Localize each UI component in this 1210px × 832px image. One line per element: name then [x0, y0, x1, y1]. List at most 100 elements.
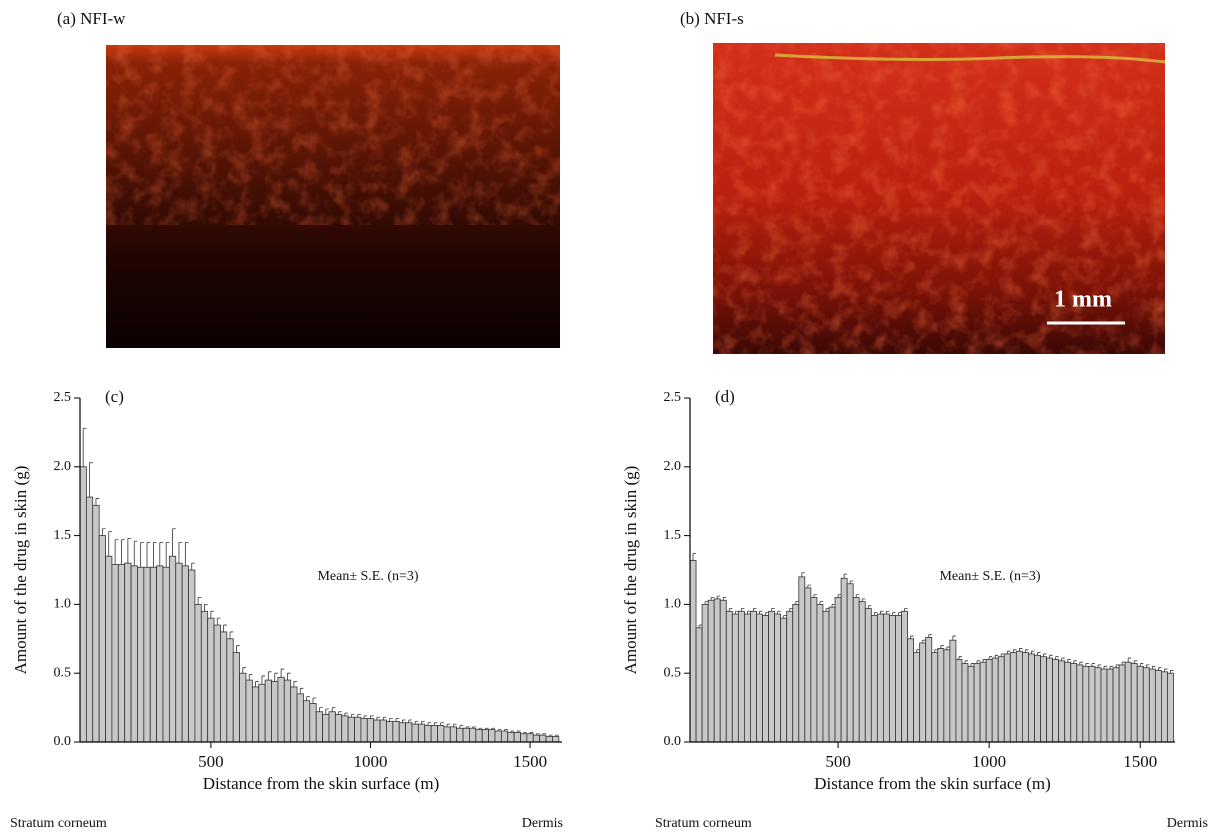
- error-bar: [510, 730, 515, 733]
- error-bar: [1043, 653, 1047, 657]
- bar: [937, 648, 945, 743]
- bar: [539, 734, 547, 743]
- error-bar: [453, 723, 457, 727]
- error-bar: [747, 610, 751, 615]
- bar: [347, 716, 355, 743]
- error-bar: [472, 726, 476, 729]
- error-bar: [548, 734, 553, 737]
- bar: [1136, 665, 1144, 743]
- error-bar: [777, 610, 781, 615]
- error-bar: [140, 542, 144, 568]
- bar: [1094, 667, 1102, 743]
- error-bar: [849, 580, 854, 584]
- error-bar: [1073, 660, 1077, 664]
- error-bar: [922, 639, 926, 643]
- bar: [1148, 668, 1156, 743]
- bar: [725, 610, 733, 743]
- bar: [430, 725, 438, 743]
- error-bar: [350, 714, 355, 718]
- bar: [931, 652, 939, 743]
- error-bar: [184, 542, 189, 566]
- error-bar: [892, 612, 896, 616]
- bar: [366, 718, 375, 743]
- error-bar: [408, 719, 412, 723]
- bar: [1100, 668, 1108, 743]
- bar: [1118, 664, 1126, 743]
- error-bar: [223, 624, 227, 632]
- bar: [545, 736, 553, 743]
- bar: [743, 613, 751, 743]
- bar: [1130, 663, 1138, 743]
- error-bar: [216, 617, 221, 626]
- error-bar: [516, 730, 521, 733]
- bar: [1028, 653, 1035, 743]
- bar: [889, 615, 896, 743]
- bar: [283, 679, 292, 743]
- error-bar: [928, 634, 932, 638]
- bar: [1076, 664, 1084, 743]
- error-bar: [146, 542, 151, 568]
- footer-label: Dermis: [1167, 816, 1208, 831]
- error-bar: [497, 729, 502, 731]
- error-bar: [465, 726, 470, 729]
- bar: [137, 566, 145, 743]
- bar: [1106, 668, 1114, 743]
- error-bar: [994, 654, 999, 659]
- bar: [756, 613, 763, 743]
- x-tick-label: 500: [198, 752, 224, 771]
- bar: [1015, 650, 1023, 743]
- bar: [1154, 670, 1162, 743]
- bar: [200, 610, 209, 743]
- bar: [481, 729, 489, 743]
- bar: [417, 723, 426, 743]
- error-bar: [338, 711, 342, 715]
- error-bar: [759, 610, 763, 615]
- bar: [124, 562, 132, 743]
- error-bar: [1103, 665, 1108, 670]
- error-bar: [210, 610, 215, 619]
- error-bar: [153, 542, 157, 568]
- error-bar: [121, 539, 125, 565]
- error-bar: [197, 597, 202, 605]
- bar: [277, 676, 285, 743]
- error-bar: [280, 668, 285, 678]
- error-bar: [229, 631, 234, 639]
- bar: [816, 604, 824, 743]
- bar: [379, 719, 387, 743]
- error-bar: [801, 572, 805, 577]
- bar: [1064, 661, 1072, 743]
- error-bar: [1145, 664, 1150, 668]
- bar: [1003, 653, 1011, 743]
- bar: [804, 587, 812, 743]
- bar: [943, 649, 951, 743]
- bar: [392, 720, 400, 743]
- panel-label: (c): [105, 387, 124, 406]
- x-tick-label: 1500: [513, 752, 547, 771]
- annotation: Mean± S.E. (n=3): [317, 569, 418, 584]
- bar: [713, 598, 721, 743]
- bar: [701, 604, 709, 743]
- bar: [315, 711, 323, 743]
- bar: [98, 535, 106, 743]
- bar: [398, 722, 406, 743]
- bar: [469, 727, 477, 743]
- bar: [961, 663, 969, 743]
- error-bar: [1109, 665, 1114, 670]
- error-bar: [1031, 650, 1035, 654]
- error-bar: [952, 635, 956, 641]
- bar: [786, 610, 794, 743]
- error-bar: [484, 727, 489, 730]
- error-bar: [389, 718, 393, 722]
- error-bar: [274, 672, 278, 682]
- y-tick-label: 2.5: [664, 390, 682, 405]
- bar: [494, 730, 502, 743]
- bar: [513, 731, 521, 743]
- error-bar: [898, 612, 902, 616]
- error-bar: [414, 720, 419, 725]
- bar: [411, 723, 419, 743]
- error-bar: [178, 542, 183, 564]
- error-bar: [704, 601, 709, 605]
- bar: [488, 729, 496, 743]
- bar: [967, 665, 975, 743]
- bar: [973, 663, 981, 743]
